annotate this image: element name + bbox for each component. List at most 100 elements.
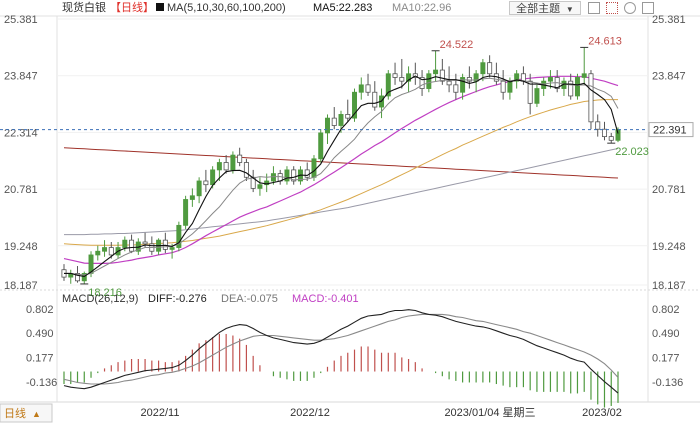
- period-button-label[interactable]: 日线: [4, 406, 26, 420]
- date-axis-label: 2022/12: [290, 407, 330, 419]
- candle-body[interactable]: [473, 73, 479, 82]
- candle-body[interactable]: [176, 224, 182, 248]
- candle-body[interactable]: [547, 77, 553, 82]
- candle-body[interactable]: [460, 77, 466, 93]
- candle-body[interactable]: [318, 132, 324, 160]
- candle-body[interactable]: [608, 136, 614, 141]
- candle-body[interactable]: [514, 73, 520, 82]
- candle-body[interactable]: [588, 73, 594, 123]
- hl-annotation: 22.023: [615, 146, 649, 158]
- candle-body[interactable]: [527, 80, 533, 104]
- candle-body[interactable]: [433, 69, 439, 75]
- price-y-tick-left: 25.381: [4, 14, 38, 26]
- candle-body[interactable]: [95, 250, 101, 256]
- current-price-label: 22.391: [653, 125, 687, 137]
- candle-body[interactable]: [304, 169, 310, 178]
- candle-body[interactable]: [581, 73, 587, 78]
- candle-body[interactable]: [183, 199, 189, 226]
- candle-body[interactable]: [399, 77, 405, 82]
- candle-body[interactable]: [270, 173, 276, 182]
- candle-body[interactable]: [291, 169, 297, 182]
- candle-body[interactable]: [210, 169, 216, 186]
- candle-body[interactable]: [75, 273, 81, 282]
- macd-y-tick-left: 0.490: [26, 328, 54, 340]
- candle-body[interactable]: [520, 73, 526, 82]
- diff-line: [63, 309, 619, 394]
- candle-body[interactable]: [419, 77, 425, 89]
- candle-body[interactable]: [196, 180, 202, 197]
- candle-body[interactable]: [203, 180, 209, 186]
- candle-body[interactable]: [615, 129, 621, 141]
- candle-body[interactable]: [243, 162, 249, 178]
- candle-body[interactable]: [372, 91, 378, 108]
- candle-body[interactable]: [568, 80, 574, 97]
- date-axis-label: 2023/02: [582, 407, 622, 419]
- candle-body[interactable]: [129, 239, 135, 252]
- price-y-tick-right: 25.381: [652, 14, 686, 26]
- candle-body[interactable]: [102, 247, 108, 252]
- candle-body[interactable]: [595, 121, 601, 130]
- ma200-line: [63, 147, 619, 179]
- theme-select[interactable]: 全部主题 ▼: [509, 1, 581, 15]
- theme-select-label: 全部主题: [516, 3, 561, 15]
- candle-body[interactable]: [284, 169, 290, 182]
- candle-body[interactable]: [507, 80, 513, 93]
- candle-body[interactable]: [453, 84, 459, 93]
- candle-body[interactable]: [81, 273, 87, 282]
- period-button[interactable]: [0, 403, 53, 423]
- fullscreen-icon[interactable]: [642, 2, 654, 14]
- candle-body[interactable]: [365, 84, 371, 93]
- candle-body[interactable]: [345, 114, 351, 119]
- ma5-value: MA5:22.283: [313, 2, 373, 14]
- candle-body[interactable]: [385, 73, 391, 97]
- ma-legend-swatch: [156, 3, 164, 11]
- crosshair-icon[interactable]: [588, 2, 600, 14]
- candle-body[interactable]: [601, 128, 607, 138]
- candle-body[interactable]: [392, 73, 398, 78]
- candle-body[interactable]: [216, 162, 222, 171]
- candle-body[interactable]: [426, 73, 432, 89]
- macd-y-tick-right: 0.802: [652, 304, 680, 316]
- candle-body[interactable]: [500, 80, 506, 93]
- candle-body[interactable]: [108, 247, 114, 256]
- candle-body[interactable]: [338, 114, 344, 126]
- candle-body[interactable]: [439, 69, 445, 82]
- period-tag[interactable]: 【日线】: [110, 2, 154, 14]
- price-y-tick-left: 19.248: [4, 241, 38, 253]
- ma10-value: MA10:22.96: [392, 2, 452, 14]
- ma5-line: [64, 75, 619, 277]
- candle-body[interactable]: [237, 154, 243, 163]
- candle-body[interactable]: [189, 195, 195, 200]
- candle-body[interactable]: [257, 184, 263, 189]
- grid-icon[interactable]: [606, 2, 618, 14]
- price-y-tick-right: 20.781: [652, 184, 686, 196]
- candle-body[interactable]: [406, 73, 412, 82]
- candle-body[interactable]: [352, 91, 358, 119]
- candle-body[interactable]: [466, 77, 472, 82]
- candle-body[interactable]: [487, 62, 493, 75]
- candle-body[interactable]: [331, 117, 337, 126]
- candle-body[interactable]: [446, 80, 452, 86]
- candle-body[interactable]: [142, 241, 148, 245]
- candle-body[interactable]: [534, 88, 540, 104]
- macd-title: MACD(26,12,9): [62, 293, 138, 305]
- candle-body[interactable]: [230, 154, 236, 171]
- settings-icon[interactable]: [624, 2, 636, 14]
- macd-y-tick-right: -0.136: [652, 377, 683, 389]
- candle-body[interactable]: [169, 247, 175, 250]
- candle-body[interactable]: [324, 117, 330, 134]
- candle-body[interactable]: [223, 162, 229, 171]
- ma30-line: [63, 75, 619, 264]
- candle-body[interactable]: [358, 84, 364, 93]
- candle-body[interactable]: [311, 158, 317, 178]
- candle-body[interactable]: [480, 62, 486, 75]
- candle-body[interactable]: [574, 77, 580, 97]
- current-price-box: [648, 122, 694, 138]
- ma-settings-label[interactable]: MA(5,10,30,60,100,200): [167, 2, 286, 14]
- ma10-line: [64, 77, 619, 276]
- candle-body[interactable]: [122, 239, 128, 248]
- date-axis-label: 2023/01/04 星期三: [444, 406, 535, 419]
- candle-body[interactable]: [264, 180, 270, 186]
- macd-y-tick-right: 0.177: [652, 353, 680, 365]
